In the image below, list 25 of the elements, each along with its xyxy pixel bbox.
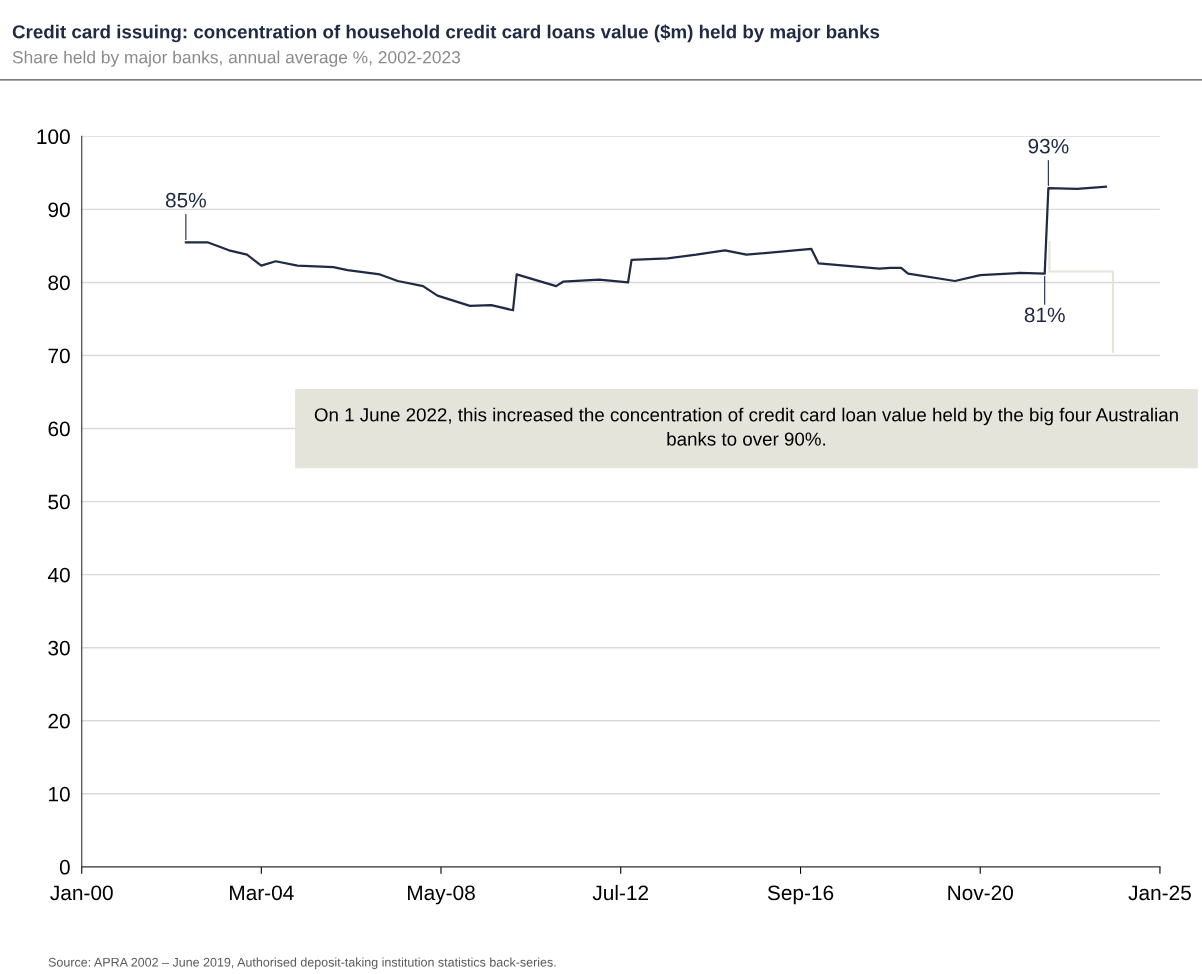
chart-title: Credit card issuing: concentration of household credit card loans value ($m) held by major banks [12,24,880,43]
x-tick-label: Jan-25 [1128,885,1191,901]
annotation: 85% [165,192,206,208]
annotation: On 1 June 2022, this increased the concentration of credit card loan value held by the big four Australian banks to over 90%. [314,407,1178,446]
y-tick-label: 50 [48,494,70,510]
y-tick-label: 90 [48,202,70,218]
x-tick-label: Jan-00 [50,885,113,901]
x-tick-label: Jul-12 [592,884,649,901]
x-tick-label: Nov-20 [948,885,1013,901]
annotation: 93% [1028,138,1069,154]
y-tick-label: 10 [49,786,70,802]
source-note: Source: APRA 2002 – June 2019, Authorised deposit-taking institution statistics back-series. [48,957,556,970]
x-tick-label: Mar-04 [230,885,294,901]
y-tick-label: 40 [47,567,70,583]
annotation: 81% [1024,307,1065,323]
y-tick-label: 70 [48,348,70,364]
y-tick-label: 60 [48,421,70,437]
y-tick-label: 100 [37,129,70,145]
x-tick-label: May-08 [407,885,475,905]
x-tick-label: Sep-16 [767,885,834,905]
chart-subtitle: Share held by major banks, annual average %, 2002-2023 [12,50,461,67]
y-tick-label: 0 [59,859,70,875]
y-tick-label: 80 [48,275,70,291]
y-tick-label: 20 [48,713,70,729]
y-tick-label: 30 [48,640,70,656]
